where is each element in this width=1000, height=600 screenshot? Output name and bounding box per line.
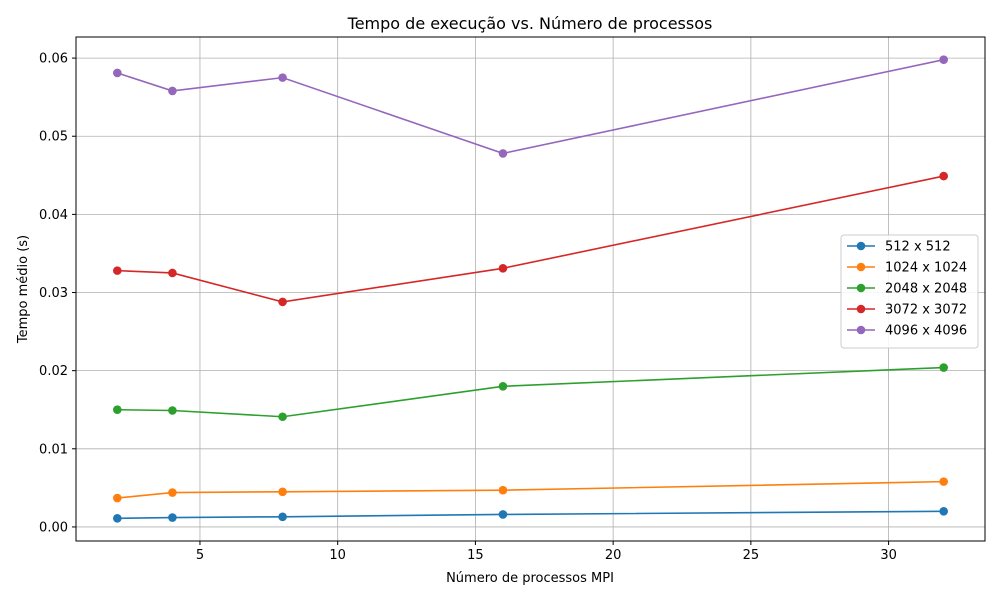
x-tick-label: 20 — [605, 548, 622, 563]
legend-label: 3072 x 3072 — [885, 303, 967, 318]
data-point — [278, 412, 287, 422]
data-point — [168, 513, 177, 522]
x-tick-label: 15 — [467, 548, 484, 563]
data-point — [113, 493, 122, 503]
legend-marker — [856, 283, 866, 293]
series-line — [117, 480, 944, 499]
y-tick-label: 0.04 — [39, 208, 68, 223]
data-point — [113, 68, 122, 78]
data-point — [939, 55, 948, 64]
series-line — [117, 58, 944, 155]
legend-item: 512 x 512 — [847, 240, 951, 255]
data-point — [278, 512, 287, 522]
y-tick-label: 0.05 — [39, 130, 68, 145]
data-point — [498, 381, 508, 391]
legend-item: 4096 x 4096 — [847, 324, 967, 339]
data-point — [168, 86, 177, 96]
data-point — [113, 266, 122, 275]
series-0 — [113, 507, 948, 523]
data-point — [939, 171, 948, 181]
data-point — [113, 514, 122, 523]
data-point — [939, 507, 948, 516]
x-tick-label: 30 — [880, 548, 897, 563]
series-3 — [113, 171, 948, 307]
y-tick-label: 0.02 — [39, 364, 68, 379]
x-axis-label: Número de processos MPI — [446, 571, 614, 586]
series-line — [117, 366, 944, 418]
series-line — [117, 175, 944, 303]
series-layer — [113, 55, 948, 523]
data-point — [278, 487, 287, 497]
data-point — [498, 510, 508, 519]
series-2 — [113, 363, 948, 422]
chart-title: Tempo de execução vs. Número de processo… — [347, 14, 713, 33]
legend-item: 3072 x 3072 — [847, 303, 967, 318]
legend-item: 2048 x 2048 — [847, 282, 967, 297]
y-axis-label: Tempo médio (s) — [16, 235, 31, 344]
series-4 — [113, 55, 948, 158]
legend-marker — [856, 262, 866, 272]
x-tick-label: 10 — [329, 548, 346, 563]
data-point — [168, 406, 177, 415]
data-point — [168, 268, 177, 278]
legend-box — [840, 234, 979, 349]
data-point — [278, 297, 287, 307]
data-point — [498, 263, 508, 273]
series-line — [117, 510, 944, 520]
y-tick-label: 0.01 — [39, 442, 68, 457]
data-point — [939, 477, 948, 486]
y-axis-ticks: 0.00 0.01 0.02 0.03 0.04 0.05 0.06 — [39, 52, 76, 535]
data-point — [498, 149, 508, 158]
legend-label: 1024 x 1024 — [885, 261, 967, 276]
legend: 512 x 512 1024 x 1024 2048 x 2048 3072 x 30… — [840, 234, 979, 349]
series-1 — [113, 477, 948, 503]
x-axis-ticks: 5 10 15 20 25 30 — [196, 541, 897, 563]
y-tick-label: 0.06 — [39, 52, 68, 67]
plot-frame — [75, 36, 986, 542]
data-point — [278, 73, 287, 82]
legend-label: 2048 x 2048 — [885, 282, 967, 297]
data-point — [113, 405, 122, 415]
x-tick-label: 25 — [743, 548, 760, 563]
legend-marker — [856, 325, 866, 335]
data-point — [168, 488, 177, 497]
x-tick-label: 5 — [196, 548, 204, 563]
y-tick-label: 0.00 — [39, 520, 68, 535]
legend-label: 512 x 512 — [885, 240, 951, 255]
legend-label: 4096 x 4096 — [885, 324, 967, 339]
legend-marker — [856, 241, 866, 251]
data-point — [498, 485, 508, 495]
legend-marker — [856, 304, 866, 314]
legend-item: 1024 x 1024 — [847, 261, 967, 276]
data-point — [939, 363, 948, 372]
y-tick-label: 0.03 — [39, 286, 68, 301]
